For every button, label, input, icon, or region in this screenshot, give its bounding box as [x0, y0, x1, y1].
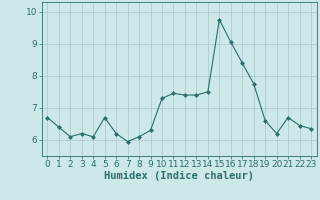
X-axis label: Humidex (Indice chaleur): Humidex (Indice chaleur)	[104, 171, 254, 181]
